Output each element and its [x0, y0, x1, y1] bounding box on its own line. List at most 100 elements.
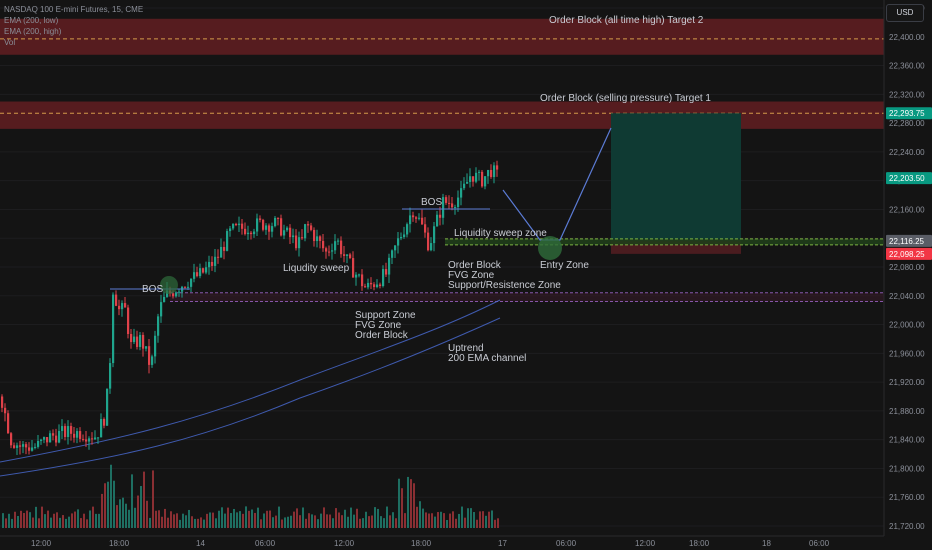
x-tick-label: 18:00	[689, 539, 710, 548]
candle-body	[172, 293, 175, 297]
candle-body	[265, 225, 268, 230]
candle-body	[187, 286, 190, 288]
candle-body	[334, 241, 337, 251]
candle-body	[256, 218, 259, 232]
volume-bar	[458, 513, 460, 528]
volume-bar	[398, 478, 400, 528]
volume-bar	[11, 518, 13, 528]
volume-bar	[440, 511, 442, 528]
chart-labels: Order Block (all time high) Target 2 Orde…	[142, 15, 711, 364]
volume-bar	[335, 508, 337, 528]
volume-bar	[74, 511, 76, 528]
candle-body	[376, 284, 379, 288]
candle-body	[37, 440, 40, 447]
candle-body	[109, 363, 112, 389]
bos-label-1: BOS	[142, 284, 163, 295]
zones	[0, 18, 884, 303]
volume-bar	[56, 512, 58, 528]
price-label: 22,116.25	[889, 237, 925, 246]
volume-bar	[419, 501, 421, 528]
candle-body	[190, 278, 193, 287]
candle-body	[232, 223, 235, 229]
volume-bar	[356, 508, 358, 528]
candle-body	[151, 356, 154, 365]
volume-bar	[107, 481, 109, 528]
entry-label: Entry Zone	[540, 260, 589, 271]
volume-bar	[245, 506, 247, 528]
volume-bar	[119, 499, 121, 528]
volume-bar	[269, 510, 271, 528]
candle-body	[214, 256, 217, 266]
volume-bar	[137, 495, 139, 528]
candle-body	[475, 172, 478, 182]
candle-body	[7, 413, 10, 434]
candle-body	[199, 268, 202, 277]
candle-body	[115, 294, 118, 306]
candle-body	[319, 236, 322, 241]
y-tick-label: 21,840.00	[889, 436, 925, 445]
y-tick-label: 22,400.00	[889, 33, 925, 42]
candle-body	[244, 228, 247, 235]
target2-label: Order Block (all time high) Target 2	[549, 15, 704, 26]
volume-bar	[35, 506, 37, 528]
volume-bar	[128, 509, 130, 528]
volume-bar	[488, 511, 490, 528]
volume-bar	[494, 519, 496, 528]
volume-bar	[158, 510, 160, 528]
candle-body	[259, 218, 262, 220]
volume-bar	[485, 515, 487, 528]
volume-bar	[104, 483, 106, 528]
volume-bar	[341, 515, 343, 528]
candle-body	[136, 336, 139, 347]
volume-bar	[68, 516, 70, 528]
candle-body	[247, 232, 250, 235]
candle-body	[466, 181, 469, 184]
candle-body	[382, 269, 385, 287]
support-label-1: FVG Zone	[355, 320, 402, 331]
candle-body	[451, 203, 454, 208]
candle-body	[343, 254, 346, 256]
volume-bar	[383, 518, 385, 528]
volume-bar	[257, 507, 259, 528]
volume-bar	[452, 511, 454, 528]
candle-body	[142, 334, 145, 349]
candle-body	[178, 291, 181, 293]
volume-bar	[185, 515, 187, 528]
candle-body	[67, 426, 70, 438]
candle-body	[469, 176, 472, 182]
candle-body	[484, 176, 487, 187]
volume-bar	[296, 508, 298, 528]
y-tick-label: 22,320.00	[889, 90, 925, 99]
candle-body	[349, 254, 352, 259]
volume-bar	[131, 474, 133, 528]
candle-body	[223, 246, 226, 251]
volume-bar	[404, 513, 406, 528]
price-label-box	[886, 234, 932, 247]
candle-body	[16, 445, 19, 448]
candle-body	[277, 217, 280, 219]
volume-bar	[434, 516, 436, 528]
candle-body	[64, 426, 67, 438]
currency-button[interactable]: USD	[886, 4, 924, 22]
candle-body	[127, 307, 130, 335]
candle-body	[397, 238, 400, 246]
volume-bar	[182, 513, 184, 528]
ob-label-0: Order Block	[448, 260, 502, 271]
legend-symbol: NASDAQ 100 E-mini Futures, 15, CME	[4, 5, 144, 14]
volume-bar	[5, 518, 7, 528]
trade-box	[445, 113, 884, 254]
volume-bar	[476, 519, 478, 528]
volume-bar	[473, 512, 475, 528]
volume-bar	[320, 513, 322, 528]
volume-bar	[161, 516, 163, 528]
volume-bar	[347, 516, 349, 528]
volume-bar	[71, 513, 73, 528]
volume-bar	[59, 517, 61, 528]
candle-body	[205, 267, 208, 273]
candle-body	[493, 165, 496, 178]
volume-bar	[14, 511, 16, 528]
bos-label-2: BOS	[421, 197, 442, 208]
volume-bar	[263, 513, 265, 528]
